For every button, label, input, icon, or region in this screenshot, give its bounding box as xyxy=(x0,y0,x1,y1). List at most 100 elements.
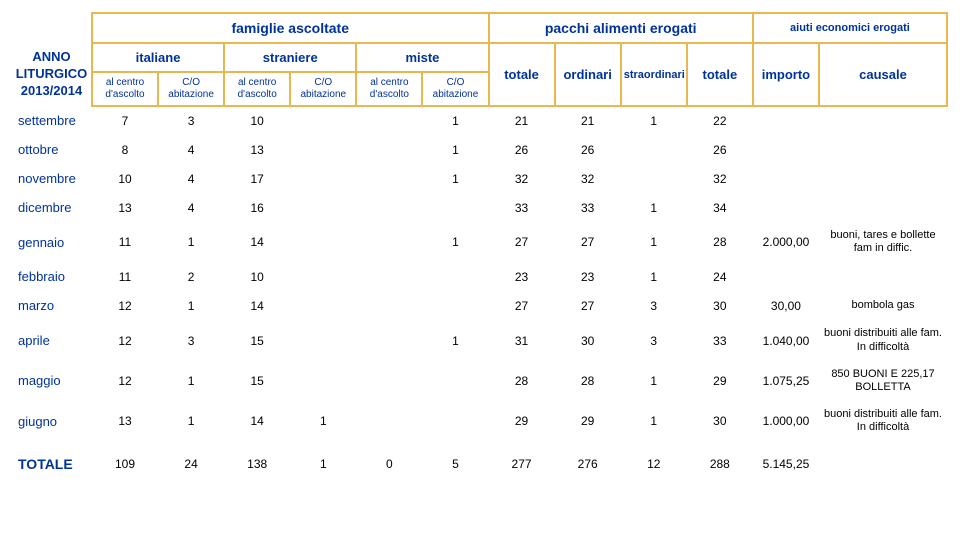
value-cell xyxy=(356,291,422,320)
table-row: maggio1211528281291.075,25850 BUONI E 22… xyxy=(12,361,947,401)
value-cell: 30 xyxy=(687,291,753,320)
month-cell: giugno xyxy=(12,401,92,441)
sub-it-abit: C/O abitazione xyxy=(158,72,224,106)
value-cell xyxy=(753,164,819,193)
value-cell xyxy=(290,222,356,262)
sub-st-abit: C/O abitazione xyxy=(290,72,356,106)
value-cell: 1 xyxy=(621,193,687,222)
value-cell: 23 xyxy=(555,262,621,291)
header-importo: importo xyxy=(753,43,819,106)
causale-cell xyxy=(819,262,947,291)
value-cell: 15 xyxy=(224,361,290,401)
value-cell: 24 xyxy=(687,262,753,291)
value-cell: 13 xyxy=(92,401,158,441)
totals-value: 138 xyxy=(224,442,290,476)
value-cell: 3 xyxy=(621,291,687,320)
value-cell xyxy=(356,106,422,135)
value-cell: 32 xyxy=(555,164,621,193)
value-cell xyxy=(422,401,488,441)
value-cell: 32 xyxy=(687,164,753,193)
header-aiuti: aiuti economici erogati xyxy=(753,13,947,43)
causale-cell: buoni, tares e bollette fam in diffic. xyxy=(819,222,947,262)
value-cell: 10 xyxy=(224,106,290,135)
value-cell xyxy=(356,222,422,262)
value-cell: 1.040,00 xyxy=(753,320,819,360)
value-cell: 1 xyxy=(158,361,224,401)
header-straniere: straniere xyxy=(224,43,356,72)
causale-cell xyxy=(819,164,947,193)
value-cell: 13 xyxy=(92,193,158,222)
value-cell: 32 xyxy=(489,164,555,193)
value-cell: 1.000,00 xyxy=(753,401,819,441)
causale-cell xyxy=(819,193,947,222)
value-cell: 34 xyxy=(687,193,753,222)
value-cell: 3 xyxy=(158,106,224,135)
value-cell xyxy=(422,291,488,320)
table-row: dicembre134163333134 xyxy=(12,193,947,222)
value-cell: 1 xyxy=(621,401,687,441)
value-cell xyxy=(290,106,356,135)
value-cell: 1 xyxy=(422,164,488,193)
value-cell: 26 xyxy=(555,135,621,164)
totals-value: 0 xyxy=(356,442,422,476)
month-cell: febbraio xyxy=(12,262,92,291)
value-cell xyxy=(356,401,422,441)
report-table: famiglie ascoltate pacchi alimenti eroga… xyxy=(12,12,948,476)
table-row: marzo12114272733030,00bombola gas xyxy=(12,291,947,320)
header-miste: miste xyxy=(356,43,488,72)
value-cell: 4 xyxy=(158,164,224,193)
header-anno: ANNO LITURGICO 2013/2014 xyxy=(12,43,92,106)
value-cell: 2 xyxy=(158,262,224,291)
value-cell: 26 xyxy=(489,135,555,164)
value-cell: 27 xyxy=(555,222,621,262)
value-cell: 14 xyxy=(224,222,290,262)
value-cell: 1 xyxy=(158,401,224,441)
value-cell: 4 xyxy=(158,193,224,222)
value-cell: 3 xyxy=(621,320,687,360)
sub-mi-abit: C/O abitazione xyxy=(422,72,488,106)
value-cell xyxy=(422,193,488,222)
value-cell: 16 xyxy=(224,193,290,222)
causale-cell: 850 BUONI E 225,17 BOLLETTA xyxy=(819,361,947,401)
value-cell: 28 xyxy=(555,361,621,401)
header-causale: causale xyxy=(819,43,947,106)
totals-label: TOTALE xyxy=(12,442,92,476)
totals-value: 24 xyxy=(158,442,224,476)
value-cell: 12 xyxy=(92,361,158,401)
table-row: settembre731012121122 xyxy=(12,106,947,135)
value-cell xyxy=(356,164,422,193)
value-cell: 1 xyxy=(621,106,687,135)
table-row: ottobre84131262626 xyxy=(12,135,947,164)
value-cell: 12 xyxy=(92,320,158,360)
value-cell: 27 xyxy=(489,291,555,320)
table-row: febbraio112102323124 xyxy=(12,262,947,291)
value-cell xyxy=(753,262,819,291)
value-cell: 11 xyxy=(92,222,158,262)
value-cell: 8 xyxy=(92,135,158,164)
value-cell xyxy=(290,135,356,164)
value-cell: 1 xyxy=(621,222,687,262)
value-cell: 22 xyxy=(687,106,753,135)
causale-cell: buoni distribuiti alle fam. In difficolt… xyxy=(819,320,947,360)
value-cell: 12 xyxy=(92,291,158,320)
value-cell xyxy=(356,135,422,164)
value-cell: 1 xyxy=(158,222,224,262)
value-cell xyxy=(290,361,356,401)
month-cell: maggio xyxy=(12,361,92,401)
value-cell xyxy=(290,164,356,193)
sub-st-centro: al centro d'ascolto xyxy=(224,72,290,106)
value-cell: 1 xyxy=(422,135,488,164)
month-cell: settembre xyxy=(12,106,92,135)
value-cell xyxy=(290,320,356,360)
table-row: aprile12315131303331.040,00buoni distrib… xyxy=(12,320,947,360)
value-cell: 29 xyxy=(555,401,621,441)
value-cell xyxy=(356,193,422,222)
value-cell: 4 xyxy=(158,135,224,164)
value-cell xyxy=(422,361,488,401)
header-ordinari: ordinari xyxy=(555,43,621,106)
value-cell: 14 xyxy=(224,401,290,441)
value-cell xyxy=(422,262,488,291)
value-cell: 28 xyxy=(687,222,753,262)
value-cell: 1 xyxy=(621,361,687,401)
value-cell xyxy=(356,361,422,401)
